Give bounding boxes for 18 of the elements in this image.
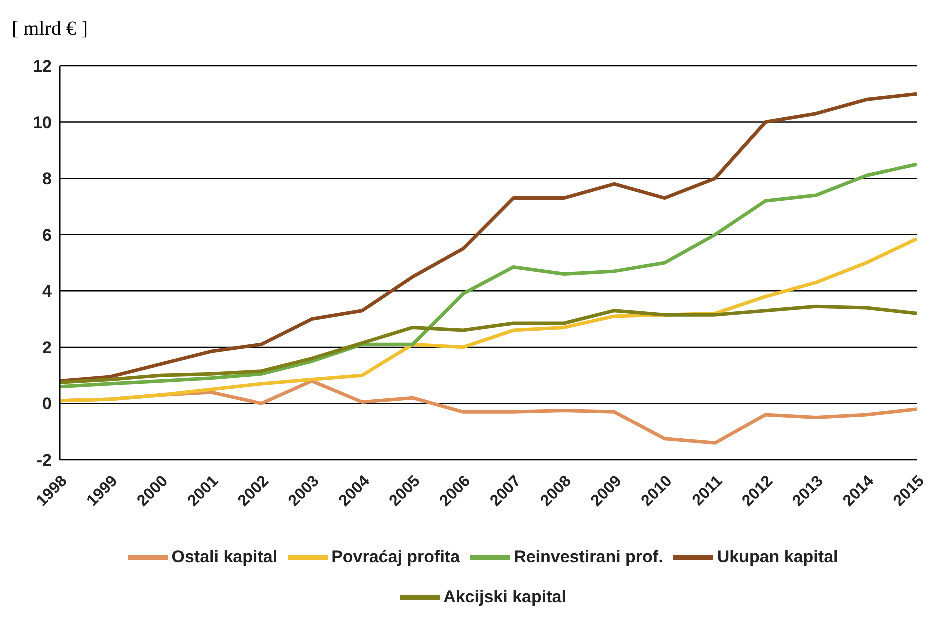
y-axis-title: [ mlrd € ] xyxy=(12,18,88,41)
legend-label: Povraćaj profita xyxy=(332,547,460,566)
y-tick-label: 8 xyxy=(42,170,52,189)
y-tick-label: -2 xyxy=(36,451,52,470)
line-series xyxy=(58,304,919,384)
y-tick-label: 10 xyxy=(33,113,52,132)
y-tick-label: 0 xyxy=(42,394,52,414)
legend-label: Reinvestirani prof. xyxy=(514,547,664,566)
line-series xyxy=(58,92,919,383)
legend-label: Ukupan kapital xyxy=(717,547,838,566)
legend-label: Akcijski kapital xyxy=(444,587,566,606)
y-tick-label: 6 xyxy=(42,226,52,245)
line-series xyxy=(58,237,919,403)
y-tick-label: 4 xyxy=(42,282,53,302)
y-tick-label: 2 xyxy=(42,338,52,358)
legend-label: Ostali kapital xyxy=(172,547,278,566)
y-tick-label: 12 xyxy=(33,57,52,76)
line-series xyxy=(58,162,919,389)
